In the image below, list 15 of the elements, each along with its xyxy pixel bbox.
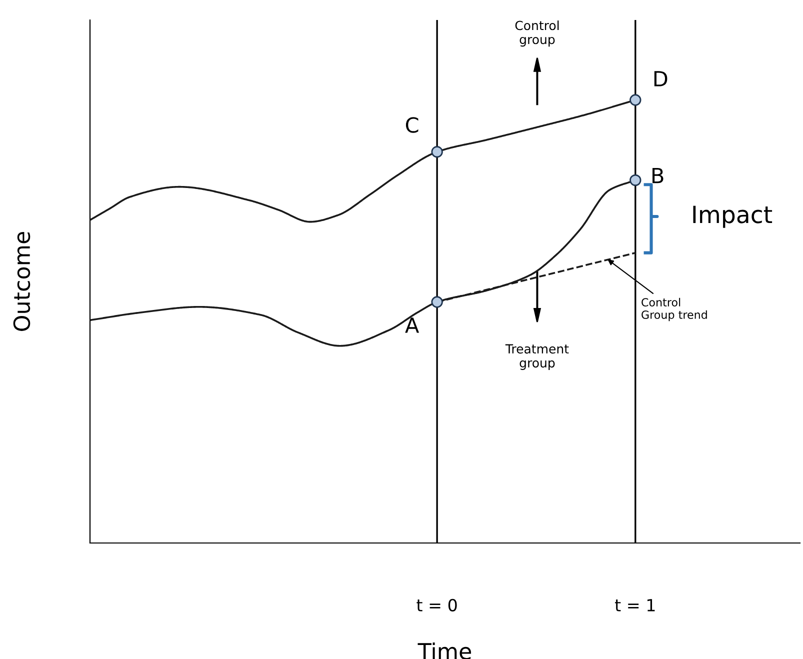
y-axis-title: Outcome	[13, 232, 30, 331]
annotation: Control Group trend	[642, 298, 707, 322]
annotation: D	[654, 71, 668, 86]
point	[630, 174, 642, 186]
annotation: C	[406, 117, 418, 133]
x-tick-label: t = 1	[614, 599, 655, 612]
x-tick-label: t = 0	[416, 598, 457, 612]
annotation: Treatment group	[505, 344, 569, 370]
annotation: B	[652, 168, 664, 184]
text: Control group	[515, 20, 559, 47]
point	[431, 296, 443, 308]
point	[431, 146, 443, 158]
point	[630, 94, 642, 106]
annotation: A	[405, 318, 420, 333]
annotation: Impact	[693, 206, 772, 228]
